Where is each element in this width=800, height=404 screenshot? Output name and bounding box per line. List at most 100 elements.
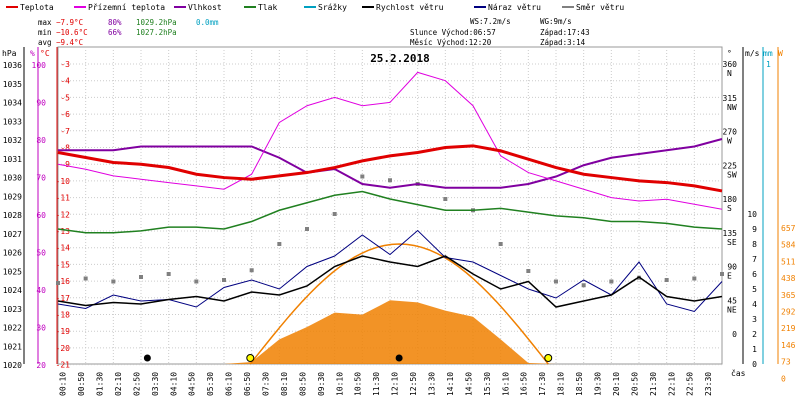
degc-tick-label: -16: [56, 277, 71, 286]
time-tick-label: 02:50: [132, 372, 141, 396]
hpa-tick-label: 1024: [3, 286, 22, 295]
wind-direction-point: [443, 197, 448, 201]
pressure-series: [57, 190, 723, 234]
dir-compass-label: NE: [727, 305, 737, 314]
time-tick-label: 01:30: [96, 372, 105, 396]
chart-title: 25.2.2018: [370, 52, 430, 65]
degc-tick-label: -18: [56, 311, 71, 320]
ms-tick-label: 6: [752, 270, 757, 279]
ms-tick-label: 10: [747, 210, 757, 219]
wind-direction-point: [249, 268, 254, 273]
w-tick-label: 0: [781, 374, 786, 383]
time-tick-label: 11:30: [372, 372, 381, 396]
time-tick-label: 10:10: [335, 372, 344, 396]
stats-sunrise: Slunce Východ:06:57: [410, 28, 496, 37]
stats-avg-label: avg: [38, 38, 52, 47]
wind-direction-point: [194, 279, 199, 284]
degc-tick-label: -10: [56, 177, 71, 186]
pct-unit-label: %: [30, 49, 35, 58]
w-tick-label: 657: [781, 224, 796, 233]
dir-compass-label: E: [727, 272, 732, 281]
w-tick-label: 584: [781, 241, 796, 250]
wind-direction-point: [139, 275, 143, 279]
wind-direction-point: [554, 279, 558, 284]
ms-tick-label: 1: [752, 345, 757, 354]
w-tick-label: 365: [781, 291, 796, 300]
moonrise-marker: [395, 354, 403, 362]
dir-tick-label: 315: [723, 94, 738, 103]
stats-moonset: Západ:3:14: [540, 38, 586, 47]
pct-tick-label: 70: [36, 174, 46, 183]
time-tick-label: 18:10: [557, 372, 566, 396]
ms-tick-label: 5: [752, 285, 757, 294]
wind-direction-point: [277, 242, 282, 246]
mm-unit-label: mm: [763, 49, 773, 58]
ground-temperature-series: [57, 71, 723, 210]
dir-compass-label: SE: [727, 238, 737, 247]
time-tick-label: 20:10: [612, 372, 621, 396]
hpa-tick-label: 1035: [3, 80, 22, 89]
time-tick-label: 22:10: [667, 372, 676, 396]
ms-tick-label: 9: [752, 225, 757, 234]
ms-tick-label: 0: [752, 360, 757, 369]
sunrise-marker: [246, 354, 255, 362]
time-tick-label: 14:50: [464, 372, 473, 396]
time-tick-label: 23:30: [704, 372, 713, 396]
legend-label-wind_direction: Směr větru: [576, 3, 624, 12]
stats-min-temp: −10.6°C: [56, 28, 88, 37]
wind-direction-point: [305, 227, 309, 231]
wind-direction-point: [664, 278, 669, 282]
pct-tick-label: 80: [36, 136, 46, 145]
wind-direction-point: [720, 272, 724, 276]
stats-min-label: min: [38, 28, 52, 37]
stats-max-label: max: [38, 18, 52, 27]
wind-direction-point: [526, 269, 531, 273]
stats-sunset: Západ:17:43: [540, 28, 590, 37]
degc-tick-label: -15: [56, 260, 71, 269]
pct-tick-label: 30: [36, 324, 46, 333]
w-tick-label: 438: [781, 274, 796, 283]
degc-tick-label: -17: [56, 294, 71, 303]
w-tick-label: 219: [781, 324, 796, 333]
dir-tick-label: 225: [723, 161, 738, 170]
stats-max-temp: −7.9°C: [56, 18, 83, 27]
wind-direction-point: [332, 212, 337, 216]
stats-moonrise: Měsíc Východ:12:20: [410, 38, 492, 47]
w-tick-label: 73: [781, 358, 791, 367]
hpa-tick-label: 1032: [3, 136, 22, 145]
hpa-tick-label: 1023: [3, 305, 22, 314]
hpa-tick-label: 1020: [3, 361, 22, 370]
degc-tick-label: -20: [56, 344, 71, 353]
pct-tick-label: 20: [36, 361, 46, 370]
degc-tick-label: -12: [56, 210, 71, 219]
wind-direction-point: [83, 276, 88, 281]
hpa-unit-label: hPa: [2, 49, 17, 58]
time-tick-label: 19:30: [594, 372, 603, 396]
hpa-tick-label: 1026: [3, 249, 22, 258]
pct-tick-label: 50: [36, 249, 46, 258]
dir-compass-label: W: [727, 137, 732, 146]
dir-tick-label: 360: [723, 60, 738, 69]
dir-compass-label: SW: [727, 170, 737, 179]
time-tick-label: 16:50: [520, 372, 529, 396]
hpa-tick-label: 1034: [3, 99, 22, 108]
degc-tick-label: -14: [56, 244, 71, 253]
ms-unit-label: m/s: [745, 49, 760, 58]
stats-min-pressure: 1027.2hPa: [136, 28, 177, 37]
time-tick-label: 10:50: [354, 372, 363, 396]
time-tick-label: 13:30: [428, 372, 437, 396]
pct-tick-label: 100: [32, 61, 47, 70]
time-tick-label: 16:10: [501, 372, 510, 396]
temperature-series: [57, 144, 723, 193]
hpa-tick-label: 1031: [3, 155, 22, 164]
degc-tick-label: -7: [60, 127, 70, 136]
time-tick-label: 02:10: [114, 372, 123, 396]
legend-label-humidity: Vlhkost: [188, 3, 222, 12]
time-tick-label: 08:50: [298, 372, 307, 396]
sunset-marker: [544, 354, 553, 362]
time-tick-label: 21:30: [649, 372, 658, 396]
time-tick-label: 03:30: [151, 372, 160, 396]
hpa-tick-label: 1027: [3, 230, 22, 239]
wind-speed-series: [57, 255, 723, 308]
